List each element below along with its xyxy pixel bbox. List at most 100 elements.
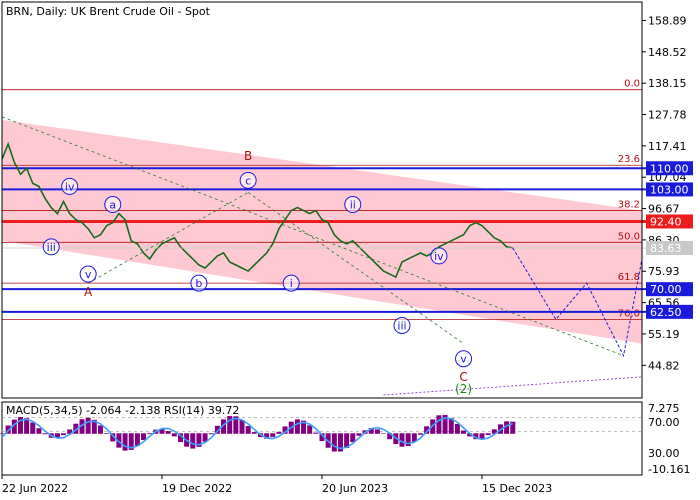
wave-label: i bbox=[290, 277, 293, 290]
macd-bar bbox=[399, 433, 405, 447]
macd-bar bbox=[190, 433, 196, 449]
macd-bar bbox=[221, 419, 227, 434]
macd-bar bbox=[91, 419, 97, 434]
wave-label: v bbox=[460, 353, 467, 366]
macd-bar bbox=[251, 432, 257, 434]
wave-label: c bbox=[245, 174, 251, 187]
macd-bar bbox=[479, 433, 485, 439]
wave-label-circle bbox=[344, 196, 362, 214]
channel-band bbox=[2, 119, 642, 344]
price-axis: 158.89148.52138.15127.78117.41107.0496.6… bbox=[642, 14, 693, 372]
macd-bar bbox=[473, 433, 479, 440]
wave-label: b bbox=[195, 277, 202, 290]
wave-label: ii bbox=[350, 199, 356, 212]
price-line bbox=[1, 141, 513, 279]
wave-label-circle bbox=[455, 350, 473, 368]
price-tick-label: 148.52 bbox=[648, 46, 687, 59]
price-tick-label: 96.67 bbox=[648, 203, 680, 216]
macd-bar bbox=[128, 433, 134, 450]
price-series bbox=[1, 116, 646, 396]
time-axis: 22 Jun 2022 19 Dec 2022 20 Jun 2023 15 Dec … bbox=[1, 475, 552, 495]
macd-bar bbox=[54, 433, 60, 439]
indicator-scale-label: -10.161 bbox=[648, 463, 690, 476]
fibonacci-levels: 0.0 23.6 38.2 50.0 61.8 76.0 bbox=[2, 79, 642, 320]
wave-label-circle bbox=[393, 316, 411, 334]
level-tag-label: 110.00 bbox=[650, 162, 689, 175]
price-tick-label: 44.82 bbox=[648, 359, 680, 372]
price-tick-label: 158.89 bbox=[648, 14, 687, 27]
fib-label: 50.0 bbox=[618, 231, 640, 242]
wave-label: B bbox=[244, 149, 252, 163]
fib-label: 76.0 bbox=[618, 308, 640, 319]
macd-bar bbox=[141, 433, 147, 440]
macd-bar bbox=[97, 425, 103, 434]
macd-bar bbox=[17, 417, 23, 434]
wave-label: iii bbox=[47, 241, 56, 254]
macd-bar bbox=[319, 433, 325, 442]
macd-bar bbox=[350, 433, 356, 443]
macd-bar bbox=[417, 433, 423, 435]
wave-label-circle bbox=[42, 238, 60, 256]
macd-bar bbox=[313, 432, 319, 434]
macd-bar bbox=[11, 419, 17, 434]
macd-bar bbox=[461, 430, 467, 434]
macd-bar bbox=[208, 433, 214, 435]
macd-bar bbox=[294, 419, 300, 434]
macd-bar bbox=[159, 428, 165, 434]
wave-label: iii bbox=[397, 319, 406, 332]
macd-bar bbox=[436, 415, 442, 434]
level-tag bbox=[646, 161, 693, 176]
fib-label: 61.8 bbox=[618, 272, 640, 283]
last-price-tag bbox=[646, 240, 693, 255]
macd-bar bbox=[104, 433, 110, 434]
trend-guide-line bbox=[87, 192, 249, 284]
indicator-title: MACD(5,34,5) -2.064 -2.138 RSI(14) 39.72 bbox=[6, 404, 239, 417]
macd-bar bbox=[73, 423, 79, 434]
macd-bar bbox=[116, 433, 122, 448]
fib-label: 0.0 bbox=[624, 79, 640, 90]
macd-bar bbox=[147, 433, 153, 435]
time-tick-label: 19 Dec 2022 bbox=[162, 482, 232, 495]
macd-bar bbox=[307, 425, 313, 434]
macd-bar bbox=[36, 428, 42, 434]
macd-bar bbox=[61, 433, 67, 436]
level-tag-label: 70.00 bbox=[650, 283, 682, 296]
macd-bar bbox=[337, 433, 343, 452]
macd-bar bbox=[301, 420, 307, 434]
macd-bar bbox=[374, 429, 380, 434]
macd-bar bbox=[42, 433, 48, 435]
macd-bar bbox=[233, 416, 239, 434]
wave-label: iv bbox=[434, 250, 444, 263]
level-tag-label: 103.00 bbox=[650, 183, 689, 196]
macd-bar bbox=[405, 433, 411, 446]
macd-bar bbox=[264, 433, 270, 439]
macd-bar bbox=[510, 421, 516, 434]
time-tick-label: 15 Dec 2023 bbox=[482, 482, 552, 495]
wave-label: (2) bbox=[455, 382, 472, 396]
wave-label: A bbox=[84, 285, 93, 299]
price-tick-label: 75.93 bbox=[648, 265, 680, 278]
macd-bar bbox=[276, 431, 282, 434]
projection-path bbox=[512, 247, 643, 358]
indicator-scale-label: 30.00 bbox=[648, 447, 680, 460]
level-tag bbox=[646, 304, 693, 319]
wave-label-circle bbox=[104, 196, 122, 214]
price-tick-label: 127.78 bbox=[648, 109, 687, 122]
macd-bar bbox=[245, 425, 251, 434]
time-tick-label: 22 Jun 2022 bbox=[2, 482, 68, 495]
macd-bar bbox=[202, 433, 208, 442]
level-tag-label: 62.50 bbox=[650, 306, 682, 319]
macd-bar bbox=[448, 418, 454, 434]
macd-bar bbox=[134, 433, 140, 446]
wave-label-circle bbox=[282, 274, 300, 292]
macd-bar bbox=[331, 433, 337, 452]
wave-label: v bbox=[85, 268, 92, 281]
wave-label: a bbox=[109, 199, 116, 212]
wave-label: C bbox=[459, 370, 467, 384]
fib-label: 23.6 bbox=[618, 154, 640, 165]
level-tag bbox=[646, 282, 693, 297]
macd-bar bbox=[227, 415, 233, 434]
macd-bar bbox=[196, 433, 202, 447]
wave-projection bbox=[512, 247, 643, 358]
